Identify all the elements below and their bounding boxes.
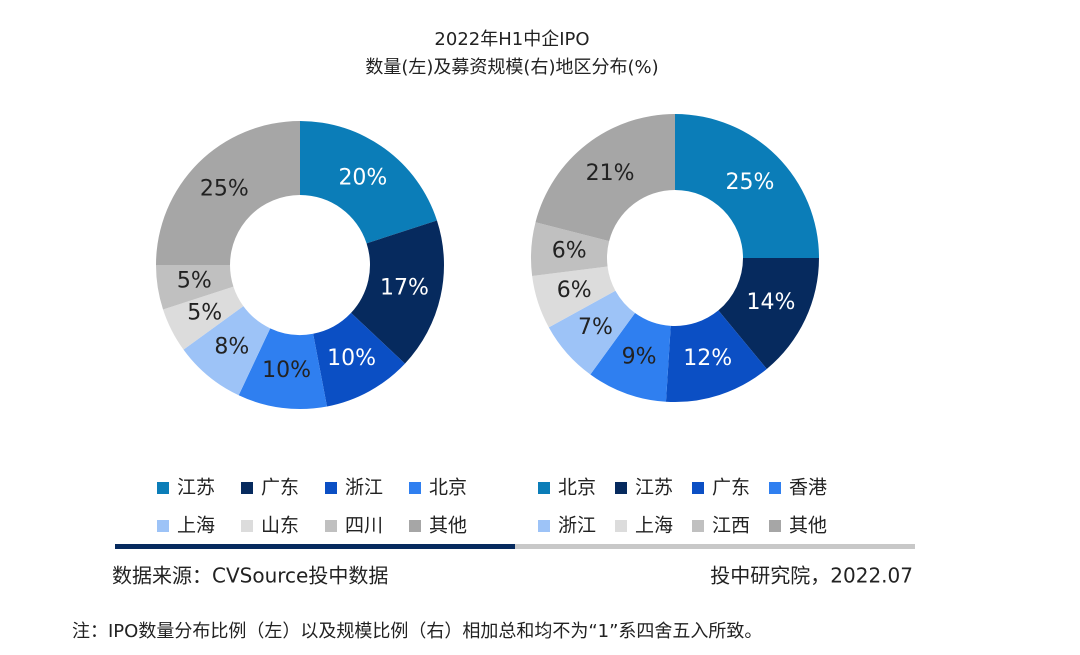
legend-label: 香港	[789, 477, 827, 499]
slice	[351, 220, 444, 364]
legend-swatch	[157, 482, 169, 494]
slice	[313, 312, 405, 407]
legend-swatch	[409, 482, 421, 494]
legend-swatch	[769, 482, 781, 494]
legend-swatch	[325, 482, 337, 494]
legend-label: 江苏	[635, 477, 673, 499]
slice	[156, 265, 234, 310]
slice	[238, 328, 327, 410]
legend-swatch	[241, 520, 253, 532]
value-label: 10%	[262, 358, 311, 383]
slice	[590, 313, 671, 402]
value-label: 21%	[586, 161, 635, 186]
legend-label: 其他	[789, 515, 827, 537]
legend-label: 广东	[261, 477, 299, 499]
value-label: 25%	[200, 176, 249, 201]
value-label: 10%	[327, 346, 376, 371]
slice	[535, 114, 675, 242]
slice	[548, 290, 636, 375]
legend-swatch	[241, 482, 253, 494]
title-line: 2022年H1中企IPO	[434, 29, 589, 50]
note: 注：IPO数量分布比例（左）以及规模比例（右）相加总和均不为“1”系四舍五入所致…	[72, 621, 762, 642]
source: 数据来源：CVSource投中数据	[112, 564, 388, 588]
legend-label: 北京	[558, 477, 596, 499]
publisher: 投中研究院，2022.07	[710, 564, 913, 588]
legend-label: 江西	[712, 515, 750, 537]
legend-swatch	[615, 482, 627, 494]
legend-swatch	[157, 520, 169, 532]
slice	[163, 286, 244, 350]
value-label: 12%	[683, 346, 732, 371]
value-label: 5%	[187, 301, 222, 326]
legend-label: 上海	[177, 515, 215, 537]
legend-label: 浙江	[558, 515, 596, 537]
legend-swatch	[615, 520, 627, 532]
value-label: 9%	[622, 345, 657, 370]
legend-label: 北京	[429, 477, 467, 499]
legend-label: 四川	[345, 515, 383, 537]
value-label: 14%	[746, 290, 795, 315]
legend-swatch	[538, 520, 550, 532]
slice	[665, 310, 767, 402]
value-label: 5%	[177, 269, 212, 294]
divider	[515, 544, 915, 549]
legend-swatch	[769, 520, 781, 532]
value-label: 20%	[338, 165, 387, 190]
legend-label: 上海	[635, 515, 673, 537]
value-label: 6%	[557, 278, 592, 303]
legend-label: 浙江	[345, 477, 383, 499]
legend-swatch	[409, 520, 421, 532]
value-label: 6%	[552, 238, 587, 263]
slice	[718, 258, 819, 369]
slice	[300, 121, 437, 244]
legend-label: 广东	[712, 477, 750, 499]
legend-swatch	[692, 520, 704, 532]
title-line: 数量(左)及募资规模(右)地区分布(%)	[365, 57, 658, 78]
value-label: 8%	[214, 334, 249, 359]
slice	[531, 222, 610, 277]
legend-swatch	[538, 482, 550, 494]
slice	[532, 266, 616, 328]
value-label: 7%	[578, 315, 613, 340]
legend-label: 山东	[261, 515, 299, 537]
divider	[115, 544, 515, 549]
legend-label: 其他	[429, 515, 467, 537]
legend-label: 江苏	[177, 477, 215, 499]
slice	[156, 121, 300, 265]
slice	[675, 114, 819, 258]
value-label: 17%	[380, 275, 429, 300]
legend-swatch	[692, 482, 704, 494]
legend-swatch	[325, 520, 337, 532]
value-label: 25%	[726, 170, 775, 195]
slice	[183, 306, 271, 396]
